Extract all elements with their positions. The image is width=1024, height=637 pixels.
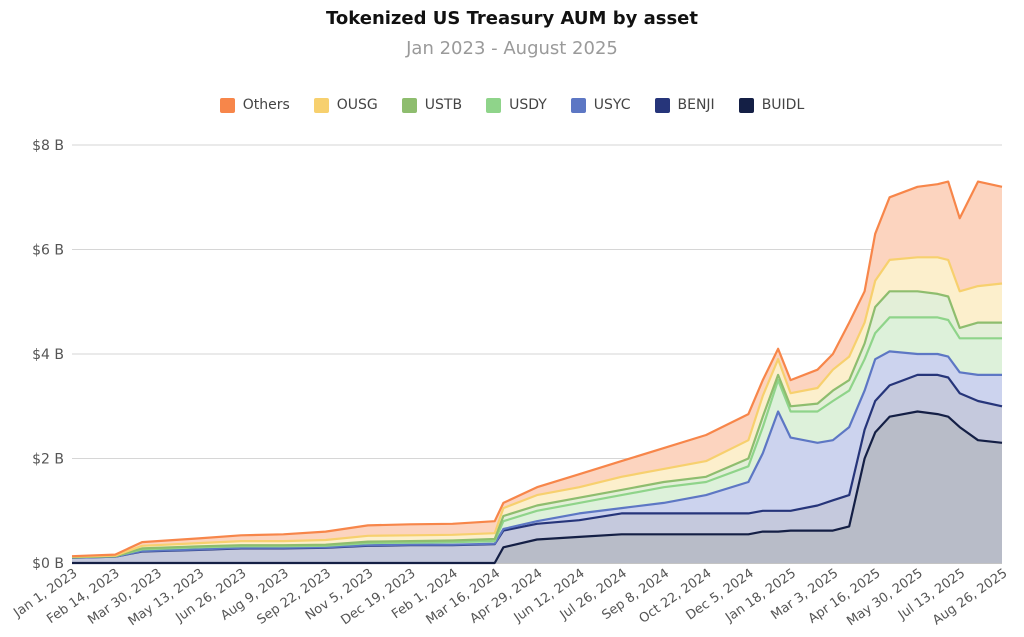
legend-swatch bbox=[570, 97, 586, 113]
legend-label: Others bbox=[242, 97, 290, 113]
chart-legend: Others OUSG USTB USDY USYC BENJI BUIDL bbox=[0, 94, 1024, 116]
chart-subtitle: Jan 2023 - August 2025 bbox=[406, 38, 618, 59]
line-buidl bbox=[72, 410, 1003, 565]
line-others bbox=[71, 180, 1003, 558]
x-tick-label: Feb 14, 2023 bbox=[44, 566, 122, 627]
legend-item-usdy: USDY bbox=[486, 97, 547, 113]
legend-item-benji: BENJI bbox=[654, 97, 715, 113]
chart-title: Tokenized US Treasury AUM by asset bbox=[326, 8, 698, 29]
y-tick-label: $6 B bbox=[32, 243, 64, 259]
y-tick-label: $2 B bbox=[32, 452, 64, 468]
legend-swatch bbox=[486, 97, 502, 113]
legend-swatch bbox=[654, 97, 670, 113]
legend-item-buidl: BUIDL bbox=[738, 97, 805, 113]
area-buidl bbox=[72, 411, 1002, 563]
legend-swatch bbox=[738, 97, 754, 113]
line-ousg bbox=[71, 256, 1003, 558]
series-areas bbox=[72, 181, 1002, 563]
legend-swatch bbox=[313, 97, 329, 113]
legend-label: USDY bbox=[509, 97, 547, 113]
legend-label: OUSG bbox=[336, 97, 378, 113]
area-ousg bbox=[72, 257, 1002, 558]
legend-label: BUIDL bbox=[761, 97, 805, 113]
legend-swatch bbox=[219, 97, 235, 113]
line-usyc bbox=[71, 350, 1002, 559]
area-usyc bbox=[72, 351, 1002, 558]
line-ustb bbox=[71, 290, 1002, 559]
y-tick-label: $4 B bbox=[32, 347, 64, 363]
x-tick-label: Oct 22, 2024 bbox=[637, 566, 715, 627]
legend-item-ousg: OUSG bbox=[313, 97, 378, 113]
legend-item-usyc: USYC bbox=[570, 97, 631, 113]
x-tick-label: Aug 26, 2025 bbox=[930, 566, 1010, 628]
legend-item-others: Others bbox=[219, 97, 290, 113]
area-others bbox=[72, 181, 1002, 557]
y-tick-label: $8 B bbox=[32, 138, 64, 154]
series-lines bbox=[71, 180, 1003, 565]
area-usdy bbox=[72, 317, 1002, 558]
area-benji bbox=[72, 374, 1002, 563]
x-tick-label: Apr 29, 2024 bbox=[467, 566, 545, 627]
y-axis: $0 B $2 B $4 B $6 B $8 B bbox=[32, 138, 64, 572]
legend-label: USYC bbox=[593, 97, 631, 113]
legend-label: USTB bbox=[424, 97, 463, 113]
y-tick-label: $0 B bbox=[32, 556, 64, 572]
legend-swatch bbox=[401, 97, 417, 113]
legend-label: BENJI bbox=[677, 97, 715, 113]
legend-item-ustb: USTB bbox=[401, 97, 463, 113]
line-usdy bbox=[71, 316, 1002, 559]
